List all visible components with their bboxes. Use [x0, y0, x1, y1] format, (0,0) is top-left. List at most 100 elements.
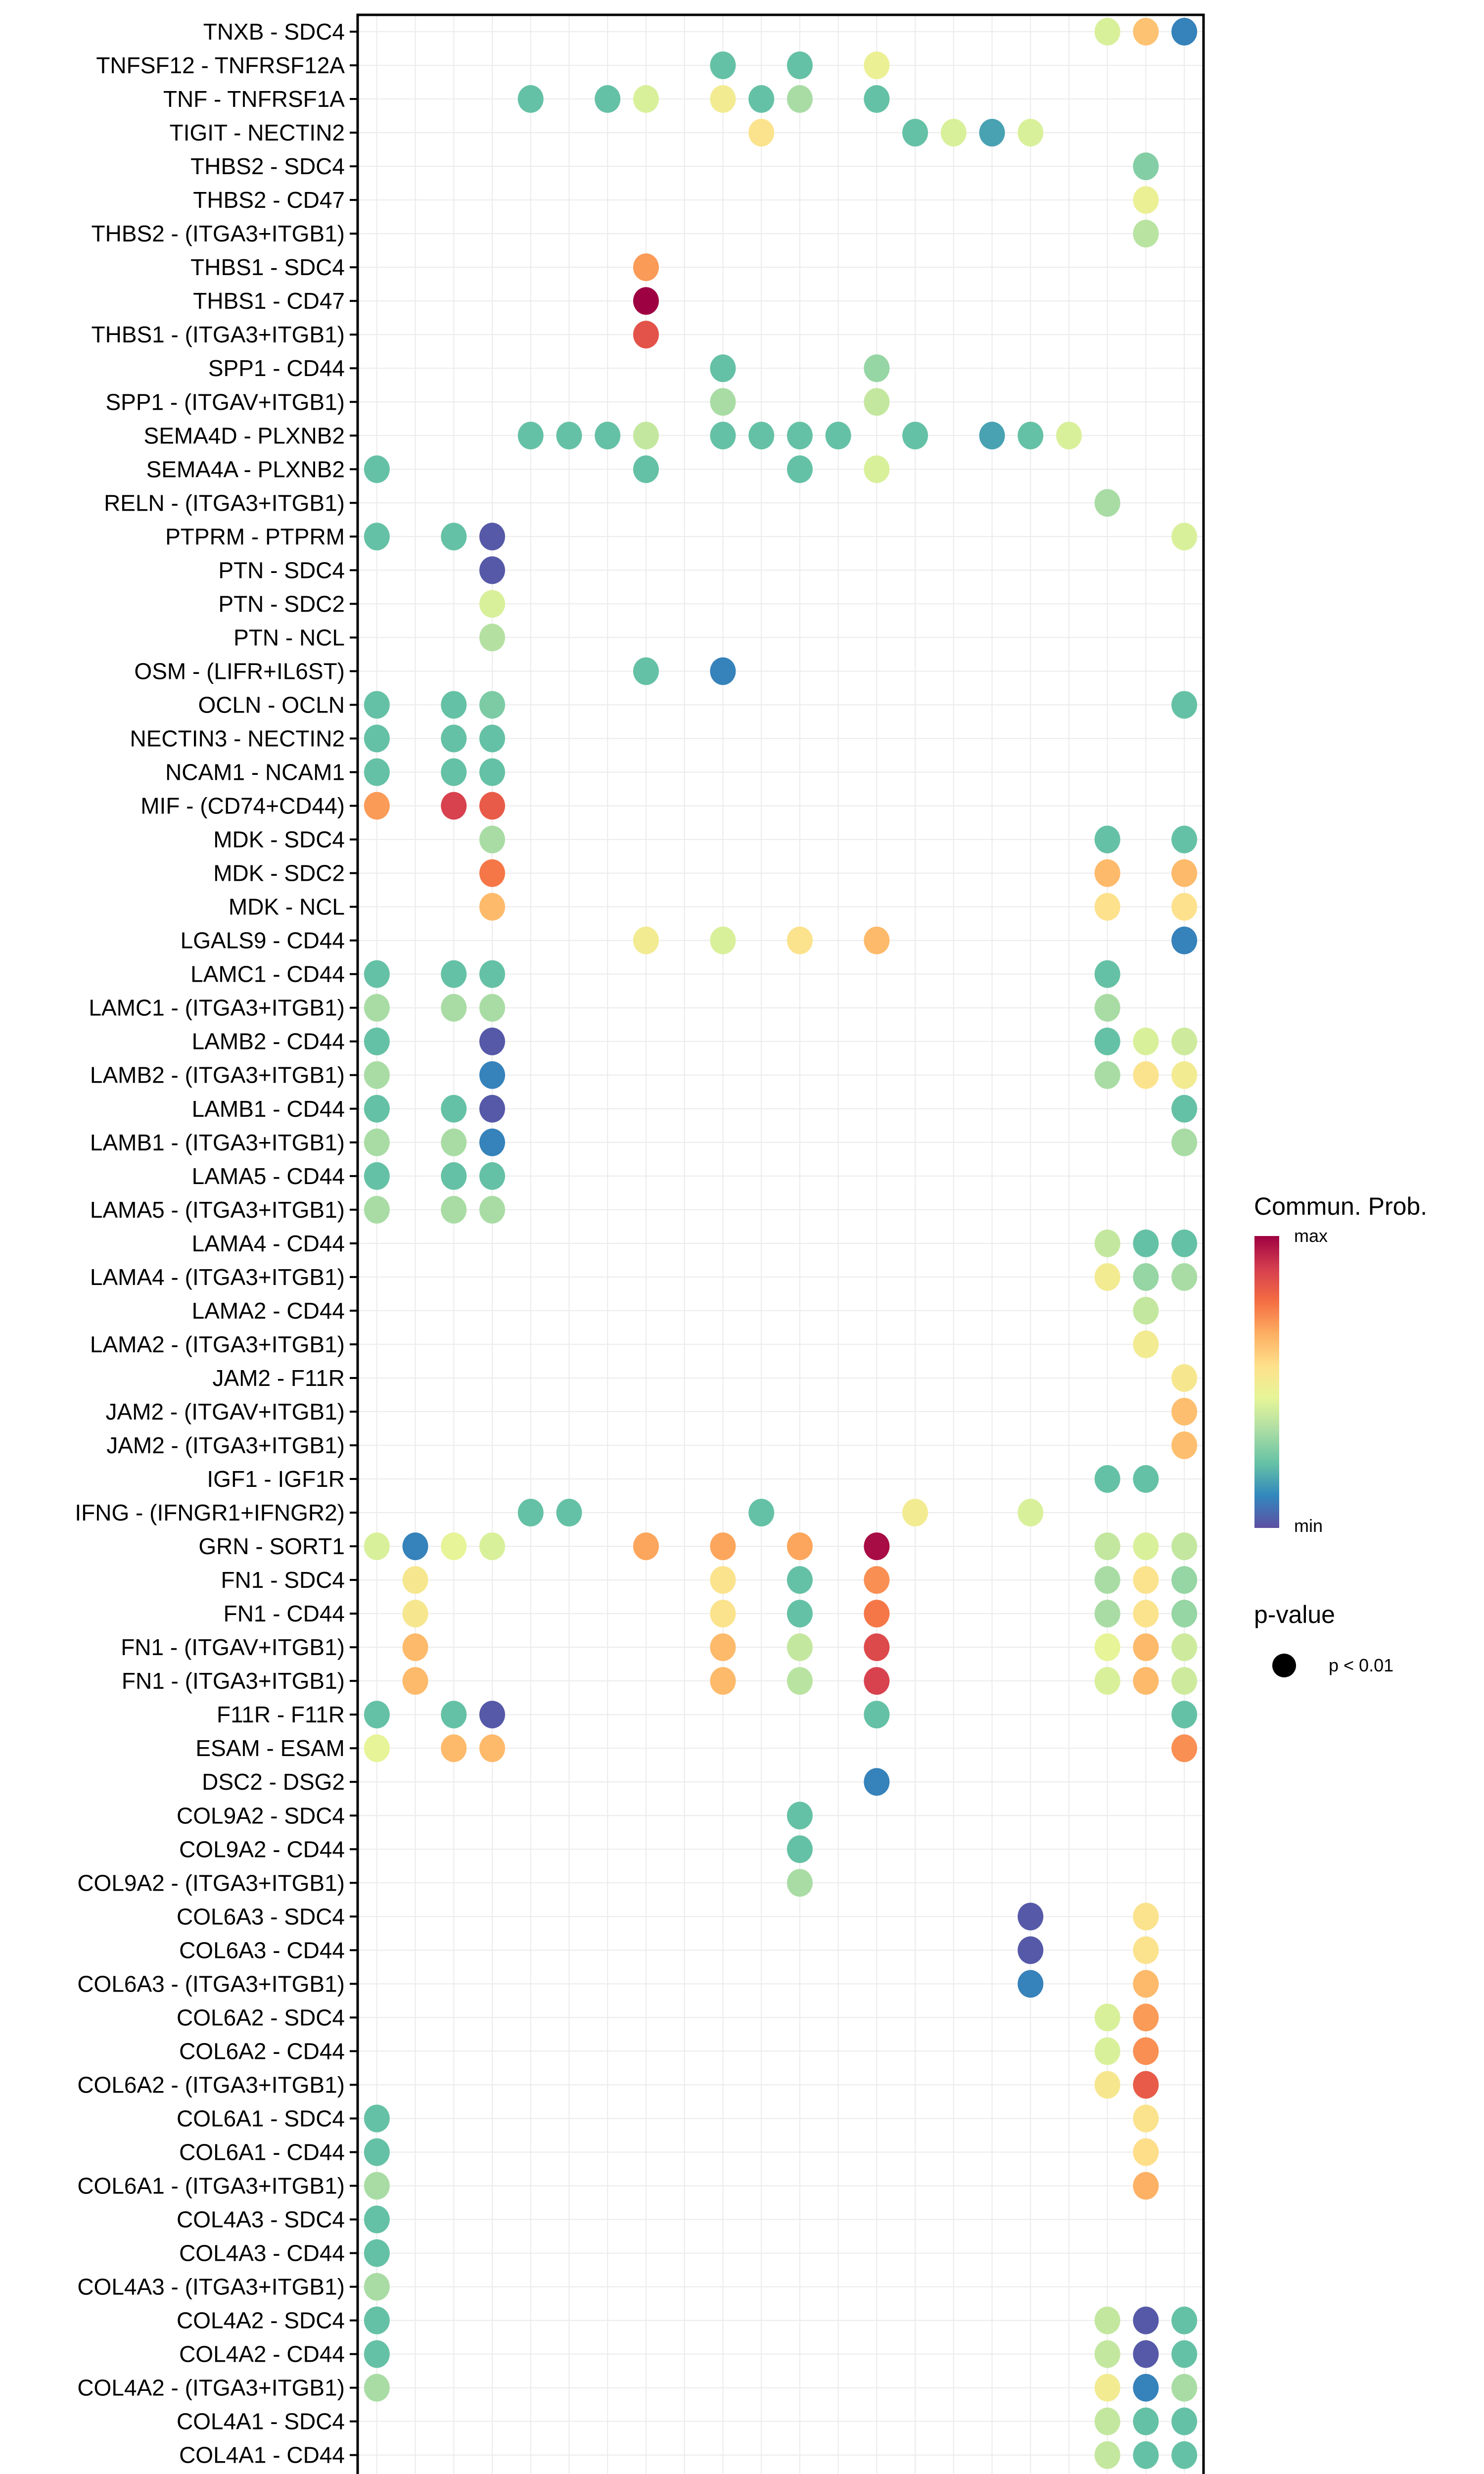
data-dot — [1094, 1532, 1120, 1561]
data-dot — [1133, 1263, 1159, 1291]
data-dot — [864, 354, 890, 382]
y-tick-label: MDK - SDC2 — [213, 860, 345, 886]
y-tick-label: COL9A2 - SDC4 — [177, 1803, 345, 1828]
data-dot — [864, 85, 890, 113]
data-dot — [441, 758, 467, 786]
data-dot — [479, 994, 506, 1022]
y-tick-label: LAMA5 - (ITGA3+ITGB1) — [90, 1197, 345, 1223]
data-dot — [1094, 1566, 1120, 1594]
y-tick-label: LAMA2 - (ITGA3+ITGB1) — [90, 1332, 345, 1357]
data-dot — [1133, 1633, 1159, 1662]
y-tick-label: LAMA4 - (ITGA3+ITGB1) — [90, 1264, 345, 1290]
data-dot — [402, 1566, 428, 1594]
data-dot — [1133, 2138, 1159, 2166]
data-dot — [1171, 1566, 1198, 1594]
y-tick-label: SPP1 - CD44 — [208, 355, 345, 381]
data-dot — [1171, 2407, 1198, 2435]
data-dot — [1171, 2340, 1198, 2368]
data-dot — [364, 2138, 390, 2166]
y-tick-label: JAM2 - (ITGA3+ITGB1) — [106, 1432, 345, 1458]
colorbar-min-label: min — [1294, 1516, 1323, 1536]
data-dot — [1018, 1970, 1044, 1998]
y-tick-label: COL6A1 - SDC4 — [177, 2105, 345, 2131]
y-tick-label: ESAM - ESAM — [195, 1735, 345, 1761]
data-dot — [479, 1128, 506, 1156]
y-tick-label: COL4A3 - (ITGA3+ITGB1) — [77, 2274, 345, 2300]
data-dot — [1018, 119, 1044, 147]
data-dot — [556, 1499, 582, 1527]
data-dot — [595, 85, 621, 113]
y-tick-label: IGF1 - IGF1R — [207, 1466, 345, 1492]
data-dot — [710, 926, 736, 954]
data-dot — [1133, 1667, 1159, 1695]
data-dot — [787, 1869, 813, 1897]
data-dot — [1094, 1633, 1120, 1662]
y-tick-label: COL9A2 - (ITGA3+ITGB1) — [77, 1870, 345, 1896]
y-tick-label: IFNG - (IFNGR1+IFNGR2) — [75, 1500, 345, 1525]
data-dot — [787, 85, 813, 113]
y-tick-label: THBS1 - (ITGA3+ITGB1) — [92, 322, 345, 347]
data-dot — [1171, 1734, 1198, 1762]
y-tick-label: COL6A2 - CD44 — [179, 2038, 345, 2064]
data-dot — [1133, 2003, 1159, 2032]
data-dot — [787, 1802, 813, 1830]
data-dot — [1094, 2374, 1120, 2402]
data-dot — [1094, 2441, 1120, 2469]
y-tick-label: THBS2 - CD47 — [193, 187, 345, 213]
data-dot — [441, 724, 467, 753]
data-dot — [517, 85, 544, 113]
data-dot — [479, 1061, 506, 1089]
data-dot — [364, 1027, 390, 1055]
data-dot — [633, 253, 659, 282]
y-tick-label: THBS2 - SDC4 — [190, 153, 345, 179]
data-dot — [1094, 2407, 1120, 2435]
data-dot — [1094, 1263, 1120, 1291]
data-dot — [364, 2205, 390, 2234]
data-dot — [1056, 422, 1082, 450]
y-tick-label: SPP1 - (ITGAV+ITGB1) — [105, 389, 345, 415]
y-tick-label: JAM2 - (ITGAV+ITGB1) — [106, 1399, 345, 1425]
legend: Commun. Prob. max min p-value p < 0.01 — [1254, 1192, 1427, 1677]
data-dot — [364, 994, 390, 1022]
data-dot — [364, 1701, 390, 1729]
data-dot — [364, 691, 390, 719]
size-legend-dot — [1272, 1654, 1296, 1677]
y-tick-label: F11R - F11R — [217, 1702, 345, 1727]
y-tick-label: COL4A1 - SDC4 — [177, 2409, 345, 2434]
data-dot — [787, 926, 813, 954]
y-tick-label: LAMA4 - CD44 — [192, 1231, 345, 1256]
data-dot — [1133, 1532, 1159, 1561]
y-axis: TNXB - SDC4 TNFSF12 - TNFRSF12A TNF - TNFR… — [75, 19, 358, 2468]
y-tick-label: COL6A1 - CD44 — [179, 2139, 345, 2165]
y-tick-label: OCLN - OCLN — [198, 692, 345, 717]
data-dot — [364, 2374, 390, 2402]
data-dot — [364, 792, 390, 820]
data-dot — [710, 51, 736, 80]
y-tick-label: JAM2 - F11R — [212, 1365, 345, 1391]
y-tick-label: COL4A2 - CD44 — [179, 2341, 345, 2367]
data-dot — [479, 1734, 506, 1762]
colorbar — [1254, 1236, 1279, 1528]
y-tick-label: FN1 - (ITGAV+ITGB1) — [121, 1634, 345, 1660]
y-tick-label: COL4A3 - CD44 — [179, 2240, 345, 2266]
data-dot — [1171, 1061, 1198, 1089]
y-tick-label: COL4A3 - SDC4 — [177, 2207, 345, 2233]
data-dot — [1094, 2306, 1120, 2334]
data-dot — [441, 1195, 467, 1224]
data-dot — [1171, 1094, 1198, 1123]
data-dot — [479, 1094, 506, 1123]
data-dot — [864, 1667, 890, 1695]
y-tick-label: PTPRM - PTPRM — [165, 523, 345, 549]
data-dot — [1094, 994, 1120, 1022]
data-dot — [364, 523, 390, 551]
data-dot — [1133, 2306, 1159, 2334]
y-tick-label: THBS1 - SDC4 — [190, 254, 345, 280]
data-dot — [1171, 2374, 1198, 2402]
data-dot — [1171, 1667, 1198, 1695]
data-dot — [1171, 1397, 1198, 1426]
data-dot — [902, 422, 928, 450]
y-tick-label: RELN - (ITGA3+ITGB1) — [104, 490, 345, 516]
data-dot — [364, 1532, 390, 1561]
data-dot — [1171, 1532, 1198, 1561]
